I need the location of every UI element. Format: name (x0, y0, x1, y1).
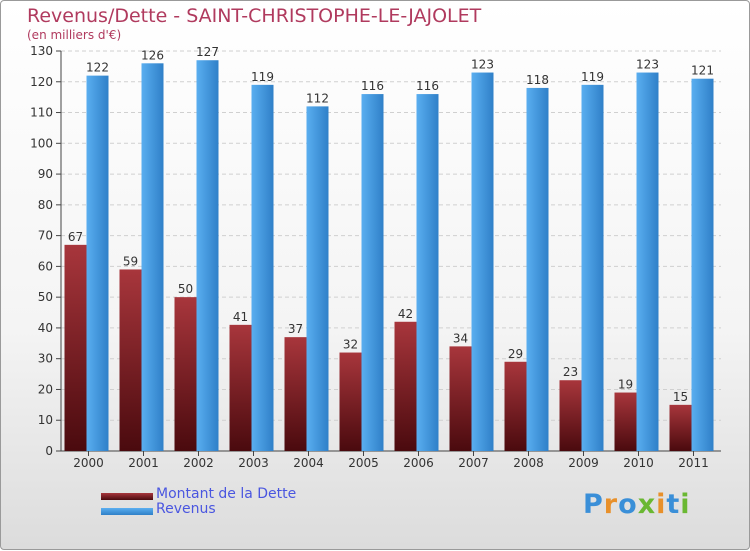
y-tick-label: 20 (38, 382, 53, 396)
x-tick-label: 2005 (348, 456, 379, 470)
x-tick-label: 2001 (128, 456, 159, 470)
bar-revenus (86, 75, 109, 451)
x-tick-label: 2002 (183, 456, 214, 470)
legend-label-dette: Montant de la Dette (156, 486, 297, 502)
data-label-revenus: 116 (361, 79, 384, 93)
data-label-revenus: 119 (251, 70, 274, 84)
y-tick-label: 70 (38, 229, 53, 243)
bar-dette (64, 244, 87, 451)
y-tick-label: 130 (30, 44, 53, 58)
x-tick-label: 2008 (513, 456, 544, 470)
data-label-revenus: 121 (691, 64, 714, 78)
logo-letter: x (637, 489, 657, 520)
x-tick-label: 2006 (403, 456, 434, 470)
x-tick-label: 2010 (623, 456, 654, 470)
legend-swatch-revenus (101, 508, 153, 515)
x-tick-label: 2011 (678, 456, 709, 470)
bar-revenus (306, 106, 329, 451)
bar-dette (449, 346, 472, 451)
bar-revenus (361, 94, 384, 452)
data-label-revenus: 126 (141, 48, 164, 62)
bar-dette (669, 404, 692, 451)
bar-revenus (251, 84, 274, 451)
data-label-revenus: 122 (86, 61, 109, 75)
bar-revenus (636, 72, 659, 452)
logo-letter: o (618, 489, 638, 520)
y-tick-label: 50 (38, 290, 53, 304)
bar-dette (174, 297, 197, 451)
bar-revenus (141, 63, 164, 452)
logo-letter: r (603, 489, 619, 520)
bar-revenus (581, 84, 604, 451)
y-tick-label: 100 (30, 136, 53, 150)
y-tick-label: 110 (30, 106, 53, 120)
y-tick-label: 90 (38, 167, 53, 181)
y-tick-label: 40 (38, 321, 53, 335)
bar-revenus (196, 60, 219, 451)
data-label-dette: 37 (288, 322, 303, 336)
bar-dette (559, 380, 582, 451)
data-label-revenus: 127 (196, 45, 219, 59)
x-tick-label: 2007 (458, 456, 489, 470)
x-tick-label: 2003 (238, 456, 269, 470)
y-tick-label: 30 (38, 352, 53, 366)
data-label-dette: 29 (508, 347, 523, 361)
data-label-dette: 67 (68, 230, 83, 244)
data-label-dette: 23 (563, 365, 578, 379)
y-tick-label: 80 (38, 198, 53, 212)
data-label-dette: 32 (343, 338, 358, 352)
logo-letter: i (656, 489, 667, 520)
bar-dette (229, 324, 252, 451)
data-label-dette: 50 (178, 282, 193, 296)
bar-dette (339, 352, 362, 451)
legend-label-revenus: Revenus (156, 501, 216, 517)
labels-layer: 0 10 20 30 40 50 60 70 80 90 100 110 120 130 2000 67 122… (30, 44, 714, 470)
data-label-dette: 34 (453, 331, 468, 345)
y-tick-label: 60 (38, 259, 53, 273)
bars-layer (64, 60, 714, 452)
logo-letter: i (680, 489, 691, 520)
logo-letter: P (583, 489, 604, 520)
bar-dette (394, 321, 417, 451)
logo-letter: t (666, 489, 681, 520)
bar-dette (504, 361, 527, 451)
bar-dette (284, 337, 307, 451)
data-label-revenus: 118 (526, 73, 549, 87)
x-tick-label: 2004 (293, 456, 324, 470)
proxiti-logo: Proxiti (583, 489, 691, 520)
bar-dette (119, 269, 142, 451)
x-tick-label: 2009 (568, 456, 599, 470)
grid-layer (56, 50, 721, 456)
bar-dette (614, 392, 637, 451)
bar-revenus (471, 72, 494, 452)
bar-revenus (691, 78, 714, 451)
data-label-revenus: 123 (471, 58, 494, 72)
legend-swatch-dette (101, 493, 153, 500)
data-label-revenus: 112 (306, 91, 329, 105)
y-tick-label: 0 (45, 444, 53, 458)
y-tick-label: 10 (38, 413, 53, 427)
chart-title: Revenus/Dette - SAINT-CHRISTOPHE-LE-JAJO… (27, 5, 482, 27)
data-label-revenus: 119 (581, 70, 604, 84)
data-label-revenus: 116 (416, 79, 439, 93)
chart-subtitle: (en milliers d'€) (27, 28, 122, 42)
data-label-revenus: 123 (636, 58, 659, 72)
data-label-dette: 19 (618, 378, 633, 392)
bar-revenus (416, 94, 439, 452)
data-label-dette: 42 (398, 307, 413, 321)
data-label-dette: 59 (123, 254, 138, 268)
data-label-dette: 41 (233, 310, 248, 324)
y-tick-label: 120 (30, 75, 53, 89)
x-tick-label: 2000 (73, 456, 104, 470)
bar-revenus (526, 87, 549, 451)
data-label-dette: 15 (673, 390, 688, 404)
